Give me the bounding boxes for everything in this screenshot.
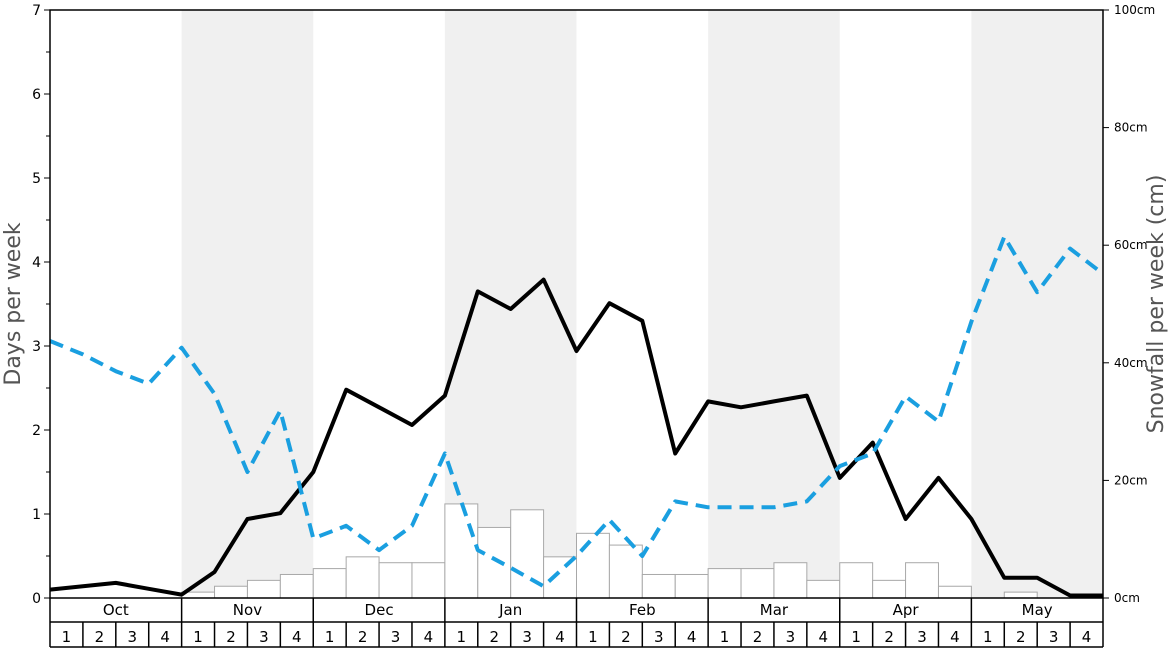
week-label: 1 [325, 628, 335, 646]
snowfall-bar [674, 573, 709, 599]
month-label-jan: Jan [498, 601, 522, 619]
snowfall-bar [576, 532, 610, 599]
left-tick-label: 0 [32, 591, 41, 607]
week-label: 1 [983, 628, 993, 646]
snowfall-bar [707, 568, 742, 599]
week-label: 1 [62, 628, 72, 646]
y-axis-title-left: Days per week [1, 222, 26, 385]
week-label: 3 [1049, 628, 1059, 646]
snowfall-bar [740, 568, 775, 599]
month-label-may: May [1022, 601, 1053, 619]
week-label: 4 [819, 628, 829, 646]
snowfall-bar [1003, 591, 1038, 599]
week-label: 3 [522, 628, 532, 646]
left-tick-label: 4 [32, 255, 41, 271]
month-label-oct: Oct [103, 601, 129, 619]
month-label-mar: Mar [760, 601, 789, 619]
right-tick-label: 0cm [1114, 591, 1140, 605]
y-axis-title-right: Snowfall per week (cm) [1144, 175, 1168, 434]
snowfall-bar [477, 526, 512, 599]
snowfall-bar [872, 579, 907, 599]
snowfall-bar [279, 573, 314, 599]
snowfall-bars [181, 503, 1038, 599]
left-axis: 0 1 2 3 4 5 6 7 [32, 3, 50, 607]
snowfall-bar [345, 556, 380, 599]
snowfall-bar [905, 562, 939, 599]
month-label-dec: Dec [365, 601, 394, 619]
month-shade-may [971, 10, 1103, 598]
left-tick-label: 6 [32, 87, 41, 103]
week-label: 1 [588, 628, 598, 646]
snowfall-bar [608, 544, 643, 599]
month-shade-nov [181, 10, 314, 598]
week-label: 4 [687, 628, 697, 646]
month-label-apr: Apr [893, 601, 920, 619]
right-tick-label: 20cm [1114, 473, 1148, 487]
snowfall-bar [773, 562, 808, 599]
week-label: 1 [851, 628, 861, 646]
snowfall-bar [214, 585, 248, 599]
right-tick-label: 80cm [1114, 121, 1148, 135]
week-label: 4 [160, 628, 170, 646]
week-label: 3 [917, 628, 927, 646]
week-label: 2 [884, 628, 894, 646]
week-label: 3 [654, 628, 664, 646]
week-label: 4 [424, 628, 434, 646]
snowfall-bar [839, 562, 874, 599]
snowfall-bar [641, 573, 676, 599]
right-tick-label: 40cm [1114, 356, 1148, 370]
snowfall-bar [444, 503, 479, 599]
week-label: 4 [555, 628, 565, 646]
month-shade-mar [708, 10, 840, 598]
right-axis: 0cm 20cm 40cm 60cm 80cm 100cm [1103, 3, 1155, 605]
snowfall-bar [937, 585, 972, 599]
week-label: 2 [489, 628, 499, 646]
week-label: 2 [753, 628, 763, 646]
week-label: 3 [127, 628, 137, 646]
solid-line-series [49, 277, 1103, 598]
snowfall-bar [378, 562, 413, 599]
left-tick-label: 3 [32, 339, 41, 355]
month-label-nov: Nov [233, 601, 262, 619]
left-tick-label: 5 [32, 171, 41, 187]
week-label: 2 [1016, 628, 1026, 646]
week-label: 3 [391, 628, 401, 646]
week-label: 3 [786, 628, 796, 646]
week-label: 1 [193, 628, 203, 646]
line-series [49, 234, 1105, 598]
snowfall-bar [411, 562, 446, 599]
week-label: 3 [259, 628, 269, 646]
left-tick-label: 7 [32, 3, 41, 19]
left-tick-label: 2 [32, 423, 41, 439]
snowfall-bar [312, 568, 347, 599]
x-axis-months-weeks: Oct 1 2 3 4 Nov 1 2 3 4 Dec 1 2 3 4 Jan 1 2 3 4 Feb 1 2 3 4 Mar 1 2… [49, 598, 1104, 648]
snowfall-bar [806, 579, 841, 599]
week-label: 4 [1082, 628, 1092, 646]
week-label: 2 [358, 628, 368, 646]
week-label: 4 [950, 628, 960, 646]
month-label-feb: Feb [629, 601, 656, 619]
snowfall-bar [246, 579, 281, 599]
week-label: 4 [292, 628, 302, 646]
week-label: 2 [95, 628, 105, 646]
week-label: 1 [720, 628, 730, 646]
right-tick-label: 60cm [1114, 238, 1148, 252]
week-label: 2 [621, 628, 631, 646]
dashed-line-series [49, 234, 1105, 589]
right-tick-label: 100cm [1114, 3, 1155, 17]
week-label: 1 [457, 628, 467, 646]
left-tick-label: 1 [32, 507, 41, 523]
week-label: 2 [226, 628, 236, 646]
